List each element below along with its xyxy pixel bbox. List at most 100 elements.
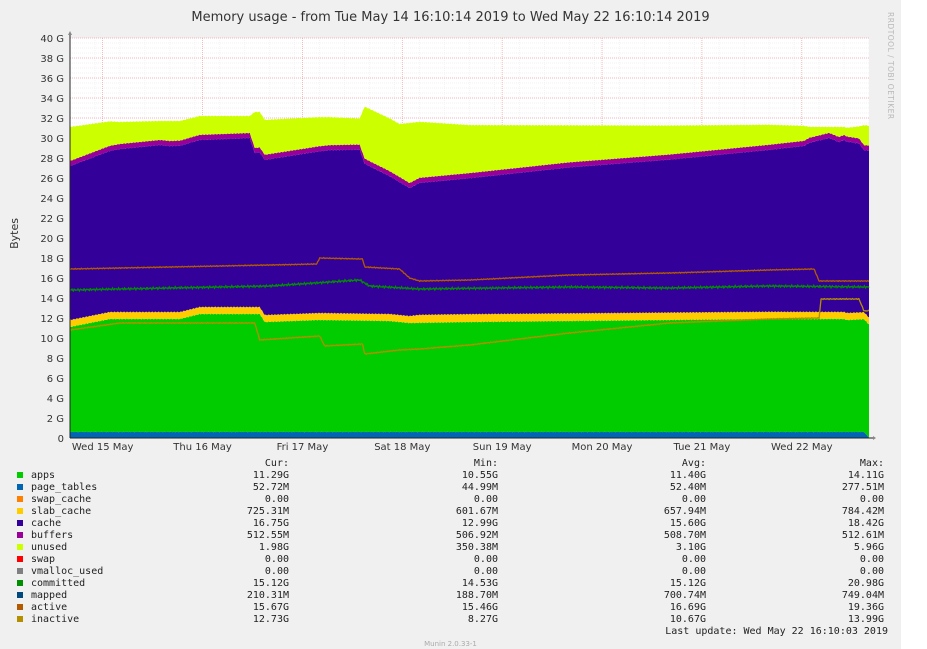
legend-min: 8.27G: [467, 614, 498, 625]
legend-avg: 508.70M: [663, 530, 706, 541]
legend-avg: 11.40G: [669, 470, 706, 481]
legend-max: 13.99G: [847, 614, 884, 625]
legend-cur: 52.72M: [252, 482, 289, 493]
legend-row-apps: apps 11.29G 10.55G 11.40G 14.11G: [0, 470, 901, 482]
legend-row-committed: committed 15.12G 14.53G 15.12G 20.98G: [0, 578, 901, 590]
y-tick-label: 34 G: [40, 94, 64, 105]
y-tick-label: 28 G: [40, 154, 64, 165]
legend-name: vmalloc_used: [31, 566, 104, 577]
legend-row-cache: cache 16.75G 12.99G 15.60G 18.42G: [0, 518, 901, 530]
memory-usage-chart: 0 2 G 4 G 6 G 8 G 10 G 12 G 14 G 16 G 18 G 20 G 22 …: [40, 31, 876, 453]
munin-version: Munin 2.0.33-1: [424, 640, 477, 648]
legend-min: 10.55G: [461, 470, 498, 481]
x-tick-label: Wed 15 May: [72, 442, 134, 453]
legend-name: unused: [31, 542, 68, 553]
legend-swatch: [17, 556, 23, 562]
y-tick-label: 30 G: [40, 134, 64, 145]
legend-name: slab_cache: [31, 506, 92, 517]
legend-avg: 0.00: [681, 554, 706, 565]
legend-avg: 700.74M: [663, 590, 706, 601]
legend-min: 506.92M: [455, 530, 498, 541]
legend-min: 12.99G: [461, 518, 498, 529]
legend-avg: 0.00: [681, 494, 706, 505]
legend-swatch: [17, 604, 23, 610]
legend-name: swap: [31, 554, 56, 565]
legend-name: committed: [31, 578, 86, 589]
x-tick-label: Sun 19 May: [473, 442, 532, 453]
legend-avg: 3.10G: [675, 542, 706, 553]
legend-max: 0.00: [859, 566, 884, 577]
legend-swatch: [17, 532, 23, 538]
y-tick-label: 6 G: [47, 374, 64, 385]
x-tick-label: Mon 20 May: [572, 442, 633, 453]
legend-swatch: [17, 580, 23, 586]
line-inactive: [69, 297, 870, 356]
legend-cur: 0.00: [264, 566, 289, 577]
legend-row-inactive: inactive 12.73G 8.27G 10.67G 13.99G: [0, 614, 901, 626]
y-tick-label: 14 G: [40, 294, 64, 305]
legend-swatch: [17, 568, 23, 574]
legend-avg: 15.60G: [669, 518, 706, 529]
legend-row-buffers: buffers 512.55M 506.92M 508.70M 512.61M: [0, 530, 901, 542]
legend-max: 5.96G: [853, 542, 884, 553]
legend-min: 15.46G: [461, 602, 498, 613]
legend-name: active: [31, 602, 68, 613]
stacked-areas: [70, 107, 869, 438]
y-tick-label: 20 G: [40, 234, 64, 245]
legend-max: 749.04M: [841, 590, 884, 601]
legend-max: 0.00: [859, 554, 884, 565]
legend-swatch: [17, 616, 23, 622]
legend-row-swap-cache: swap_cache 0.00 0.00 0.00 0.00: [0, 494, 901, 506]
legend-swatch: [17, 484, 23, 490]
legend-max: 19.36G: [847, 602, 884, 613]
graph-title: Memory usage - from Tue May 14 16:10:14 …: [191, 10, 710, 25]
y-tick-label: 26 G: [40, 174, 64, 185]
legend-swatch: [17, 508, 23, 514]
graph-panel: Memory usage - from Tue May 14 16:10:14 …: [0, 0, 901, 649]
legend-cur: 210.31M: [246, 590, 289, 601]
area-buffers: [70, 132, 869, 188]
y-tick-label: 18 G: [40, 254, 64, 265]
legend-row-page-tables: page_tables 52.72M 44.99M 52.40M 277.51M: [0, 482, 901, 494]
legend-swatch: [17, 496, 23, 502]
last-update: Last update: Wed May 22 16:10:03 2019: [665, 626, 888, 637]
legend-max: 14.11G: [847, 470, 884, 481]
legend-name: swap_cache: [31, 494, 92, 505]
area-page-tables: [70, 431, 869, 438]
legend-cur: 12.73G: [252, 614, 289, 625]
legend-min: 0.00: [473, 554, 498, 565]
line-committed: [69, 278, 870, 293]
legend-min: 350.38M: [455, 542, 498, 553]
legend-avg: 0.00: [681, 566, 706, 577]
legend-min: 188.70M: [455, 590, 498, 601]
legend-row-mapped: mapped 210.31M 188.70M 700.74M 749.04M: [0, 590, 901, 602]
legend-max: 512.61M: [841, 530, 884, 541]
y-tick-label: 16 G: [40, 274, 64, 285]
header-cur: Cur:: [264, 458, 289, 469]
header-max: Max:: [859, 458, 884, 469]
legend-cur: 0.00: [264, 554, 289, 565]
axes: 0 2 G 4 G 6 G 8 G 10 G 12 G 14 G 16 G 18 G 20 G 22 …: [40, 31, 876, 453]
y-tick-label: 2 G: [47, 414, 64, 425]
legend-min: 44.99M: [461, 482, 498, 493]
area-cache: [70, 137, 869, 320]
line-series: [69, 256, 870, 356]
legend-cur: 16.75G: [252, 518, 289, 529]
x-tick-label: Sat 18 May: [374, 442, 430, 453]
legend-row-active: active 15.67G 15.46G 16.69G 19.36G: [0, 602, 901, 614]
legend-avg: 657.94M: [663, 506, 706, 517]
rrdtool-credit: RRDTOOL / TOBI OETIKER: [886, 12, 895, 120]
legend-min: 14.53G: [461, 578, 498, 589]
area-apps: [70, 313, 869, 438]
legend-name: mapped: [31, 590, 68, 601]
y-tick-label: 24 G: [40, 194, 64, 205]
legend-name: inactive: [31, 614, 80, 625]
legend-cur: 11.29G: [252, 470, 289, 481]
legend-avg: 10.67G: [669, 614, 706, 625]
legend-swatch: [17, 544, 23, 550]
legend-cur: 725.31M: [246, 506, 289, 517]
y-tick-label: 38 G: [40, 54, 64, 65]
y-tick-label: 36 G: [40, 74, 64, 85]
x-tick-label: Tue 21 May: [672, 442, 730, 453]
legend-min: 0.00: [473, 494, 498, 505]
